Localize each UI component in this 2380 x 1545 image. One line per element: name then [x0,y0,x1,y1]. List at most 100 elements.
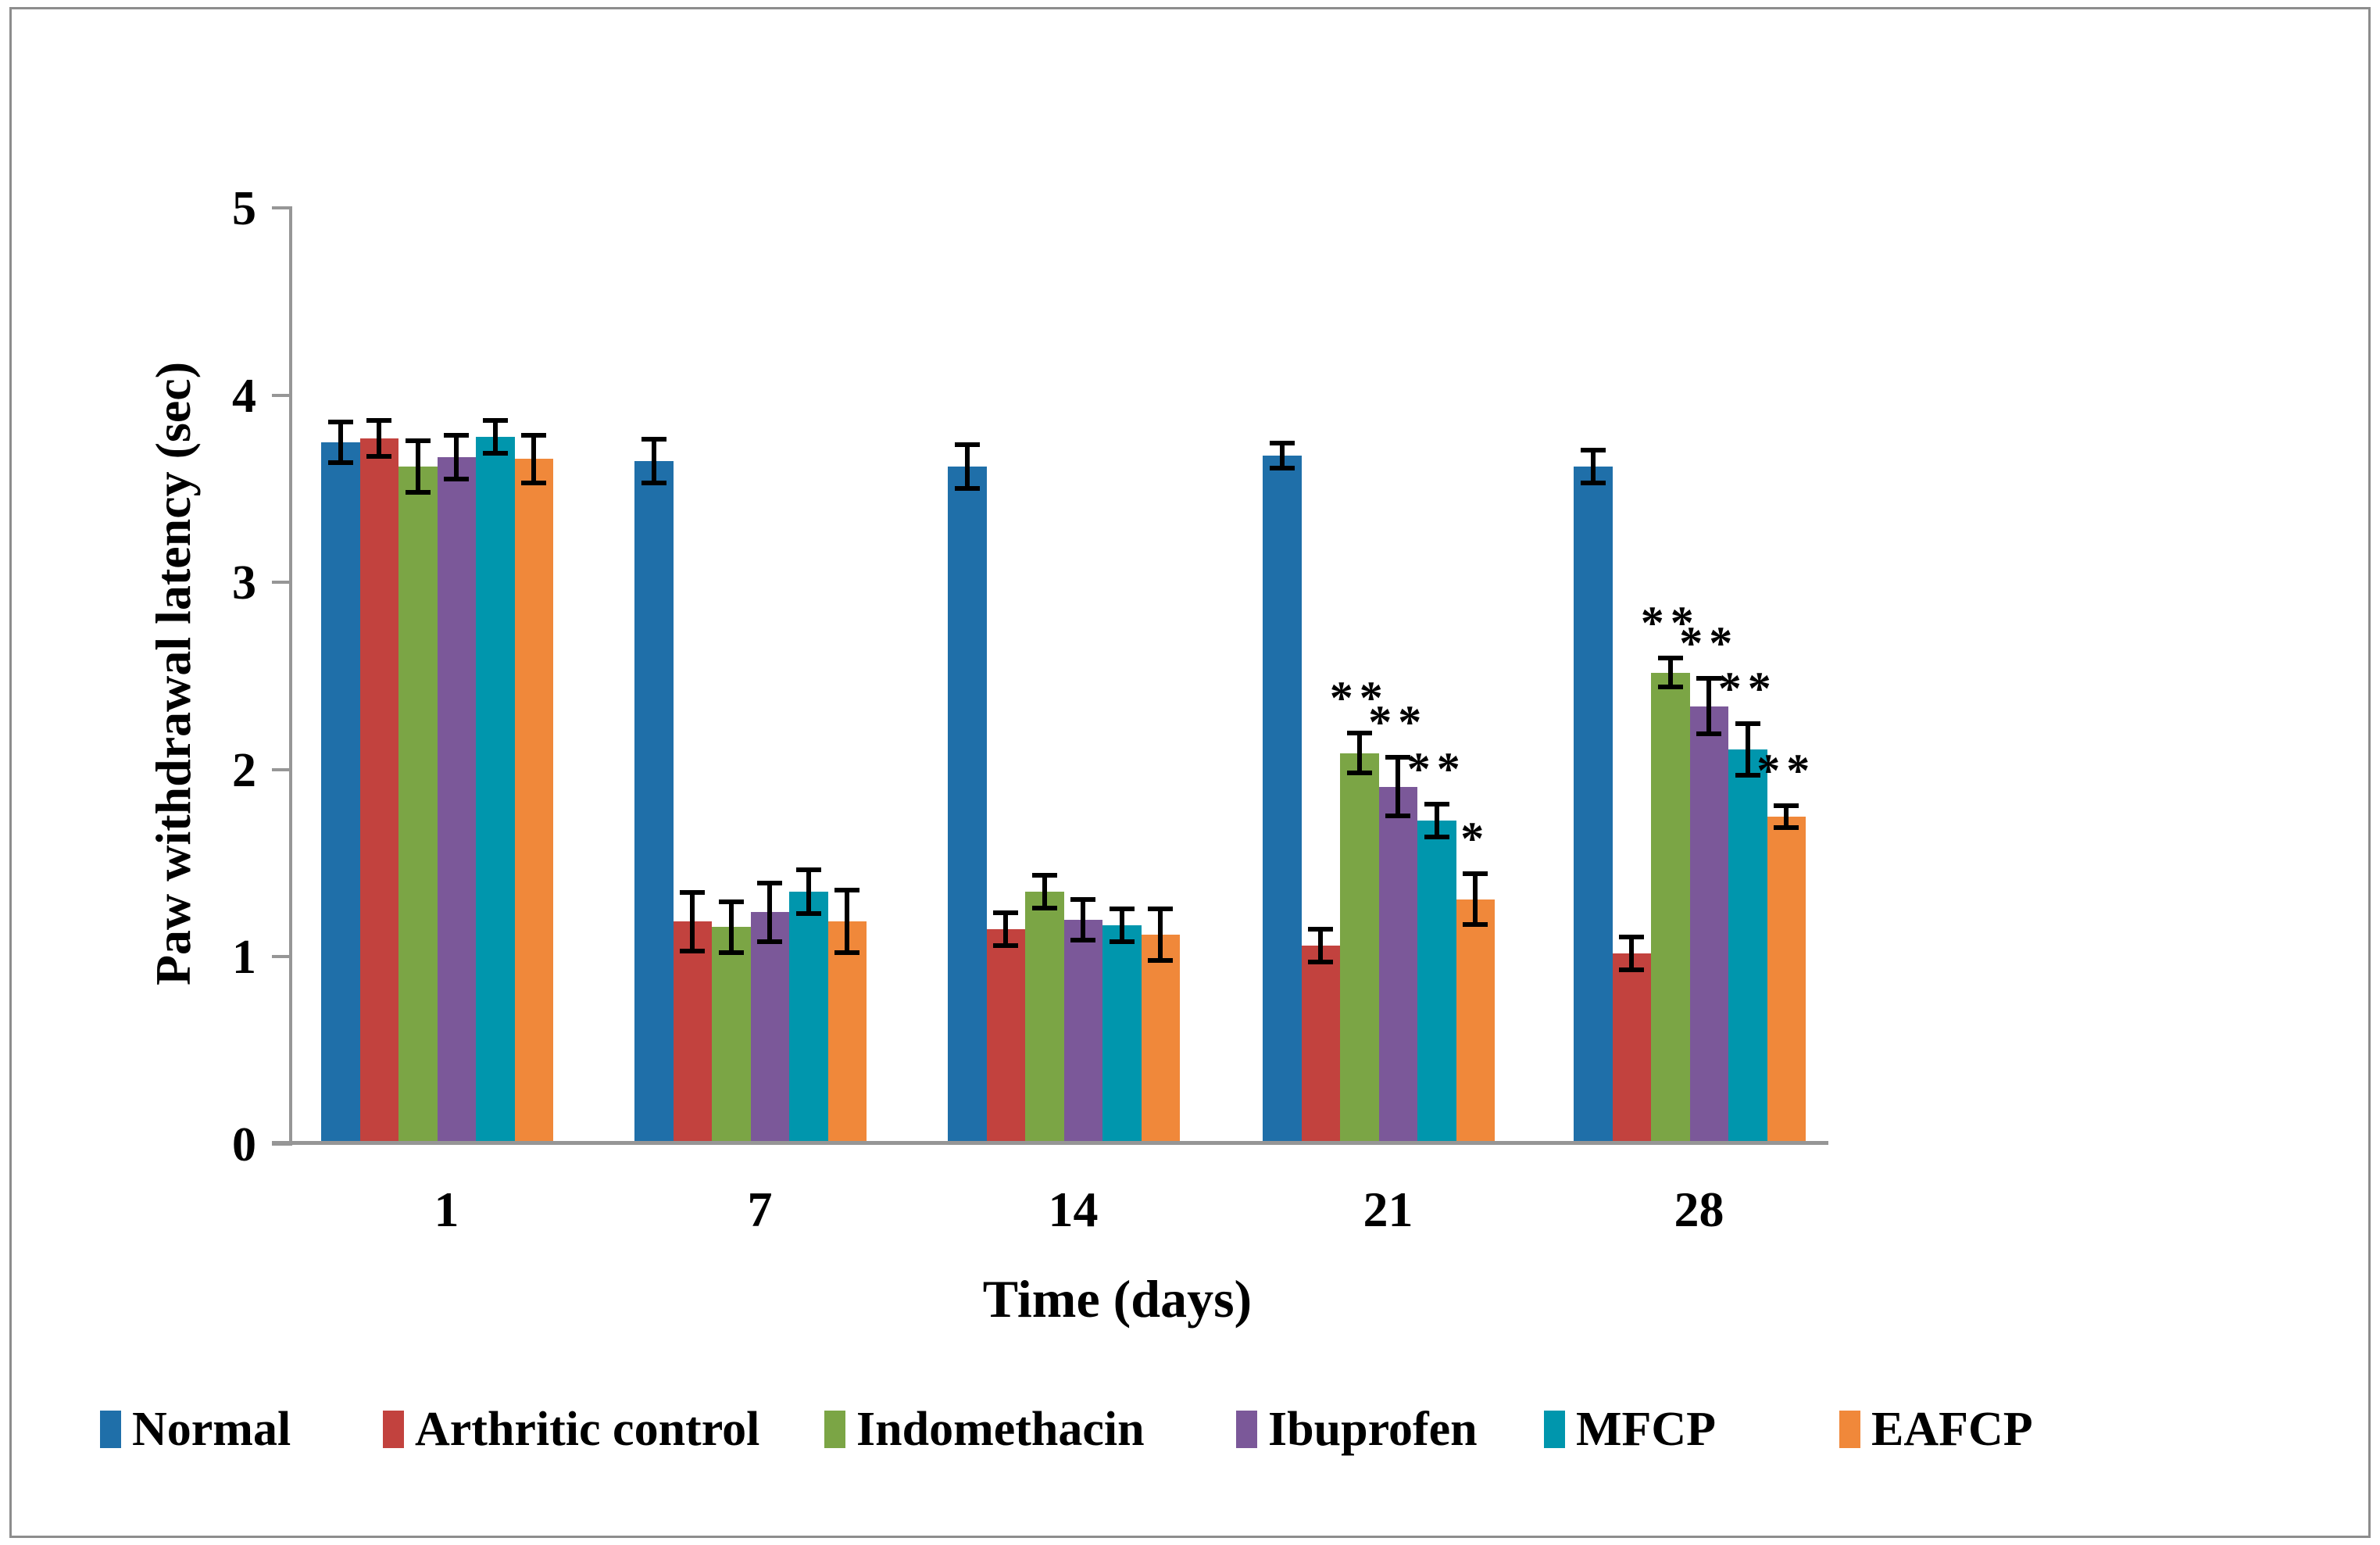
bar-eafcp-day14 [1141,935,1180,1143]
error-stem [377,417,382,460]
error-bar-mfcp-day1 [482,417,508,456]
error-bar-normal-day21 [1269,440,1295,470]
y-tick-4 [272,393,289,397]
bar-normal-day21 [1263,455,1302,1143]
error-bar-normal-day14 [954,442,980,492]
error-bar-ibuprofen-day21 [1385,755,1411,819]
error-stem [767,880,773,944]
error-stem [1395,755,1401,819]
bar-indomethacin-day14 [1025,891,1064,1143]
error-stem [531,432,537,485]
error-cap-bottom [366,454,392,460]
y-tick-3 [272,581,289,585]
error-bar-ibuprofen-day28 [1696,676,1722,737]
error-bar-indomethacin-day14 [1031,872,1057,910]
error-bar-mfcp-day14 [1109,907,1135,944]
error-stem [1745,721,1750,778]
error-stem [1003,910,1009,948]
bar-normal-day7 [634,460,674,1143]
y-tick-label-1: 1 [232,931,256,985]
error-stem [492,417,498,456]
error-bar-eafcp-day21 [1463,871,1488,928]
error-cap-bottom [1580,480,1606,485]
legend-label-normal: Normal [132,1403,291,1456]
error-cap-bottom [954,486,980,492]
error-cap-bottom [795,911,821,917]
bar-arthritic-control-day14 [986,928,1025,1143]
error-stem [651,436,656,485]
bar-indomethacin-day21 [1340,753,1379,1143]
error-cap-bottom [1031,905,1057,910]
error-cap-bottom [718,950,744,956]
legend-label-indomethacin: Indomethacin [856,1403,1145,1456]
error-cap-bottom [1385,814,1411,819]
error-cap-bottom [1696,731,1722,737]
error-bar-mfcp-day28 [1735,721,1760,778]
legend-item-mfcp: MFCP [1544,1405,1716,1454]
y-tick-5 [272,206,289,209]
error-bar-indomethacin-day21 [1346,730,1372,776]
legend-label-arthritic-control: Arthritic control [415,1403,760,1456]
error-stem [1590,448,1596,485]
error-cap-bottom [1148,957,1174,963]
error-cap-bottom [521,480,547,485]
error-bar-arthritic-control-day14 [993,910,1019,948]
x-axis-title: Time (days) [982,1269,1253,1329]
error-cap-bottom [1070,937,1096,942]
bar-normal-day1 [321,442,360,1143]
x-axis-line [272,1141,1828,1145]
error-stem [1279,440,1285,470]
error-bar-mfcp-day21 [1424,801,1449,839]
error-bar-indomethacin-day7 [718,899,744,956]
error-stem [1434,801,1439,839]
error-bar-mfcp-day7 [795,867,821,917]
error-cap-bottom [1308,960,1334,965]
bar-normal-day14 [948,467,987,1143]
error-bar-ibuprofen-day1 [444,432,470,482]
error-cap-bottom [993,942,1019,948]
legend-label-ibuprofen: Ibuprofen [1268,1403,1478,1456]
error-stem [1784,803,1789,830]
y-tick-2 [272,767,289,771]
error-stem [1158,907,1163,963]
error-stem [1042,872,1047,910]
error-stem [1667,656,1673,690]
bar-ibuprofen-day1 [437,457,476,1143]
y-tick-1 [272,955,289,959]
legend-item-arthritic-control: Arthritic control [383,1405,759,1454]
y-tick-label-5: 5 [232,182,256,235]
y-tick-label-3: 3 [232,556,256,610]
bar-indomethacin-day1 [398,467,438,1143]
legend-swatch-normal [100,1411,121,1448]
legend-label-eafcp: EAFCP [1871,1403,2033,1456]
error-cap-bottom [1346,771,1372,776]
bar-eafcp-day21 [1456,899,1495,1143]
error-bar-normal-day1 [327,420,353,465]
x-tick-label-day-1: 1 [434,1182,459,1237]
error-cap-bottom [1735,772,1760,778]
bar-indomethacin-day28 [1651,672,1690,1143]
bar-indomethacin-day7 [712,927,751,1143]
bar-mfcp-day28 [1728,749,1767,1143]
error-cap-bottom [405,489,431,495]
legend-label-mfcp: MFCP [1576,1403,1717,1456]
error-bar-ibuprofen-day7 [757,880,783,944]
bar-mfcp-day14 [1102,925,1142,1143]
error-stem [806,867,811,917]
bar-mfcp-day1 [476,436,515,1143]
error-cap-bottom [680,948,706,953]
error-cap-bottom [444,477,470,482]
error-stem [415,438,420,495]
legend-item-ibuprofen: Ibuprofen [1236,1405,1478,1454]
error-cap-bottom [1619,967,1645,972]
bar-arthritic-control-day28 [1612,953,1651,1143]
bar-ibuprofen-day21 [1378,786,1417,1143]
error-bar-eafcp-day14 [1148,907,1174,963]
error-bar-normal-day28 [1580,448,1606,485]
bar-eafcp-day28 [1767,817,1806,1143]
x-tick-label-day-28: 28 [1674,1182,1724,1237]
error-cap-bottom [757,939,783,944]
legend-swatch-ibuprofen [1236,1411,1257,1448]
bar-normal-day28 [1574,467,1613,1143]
significance-ibuprofen-day21: ** [1368,696,1428,749]
